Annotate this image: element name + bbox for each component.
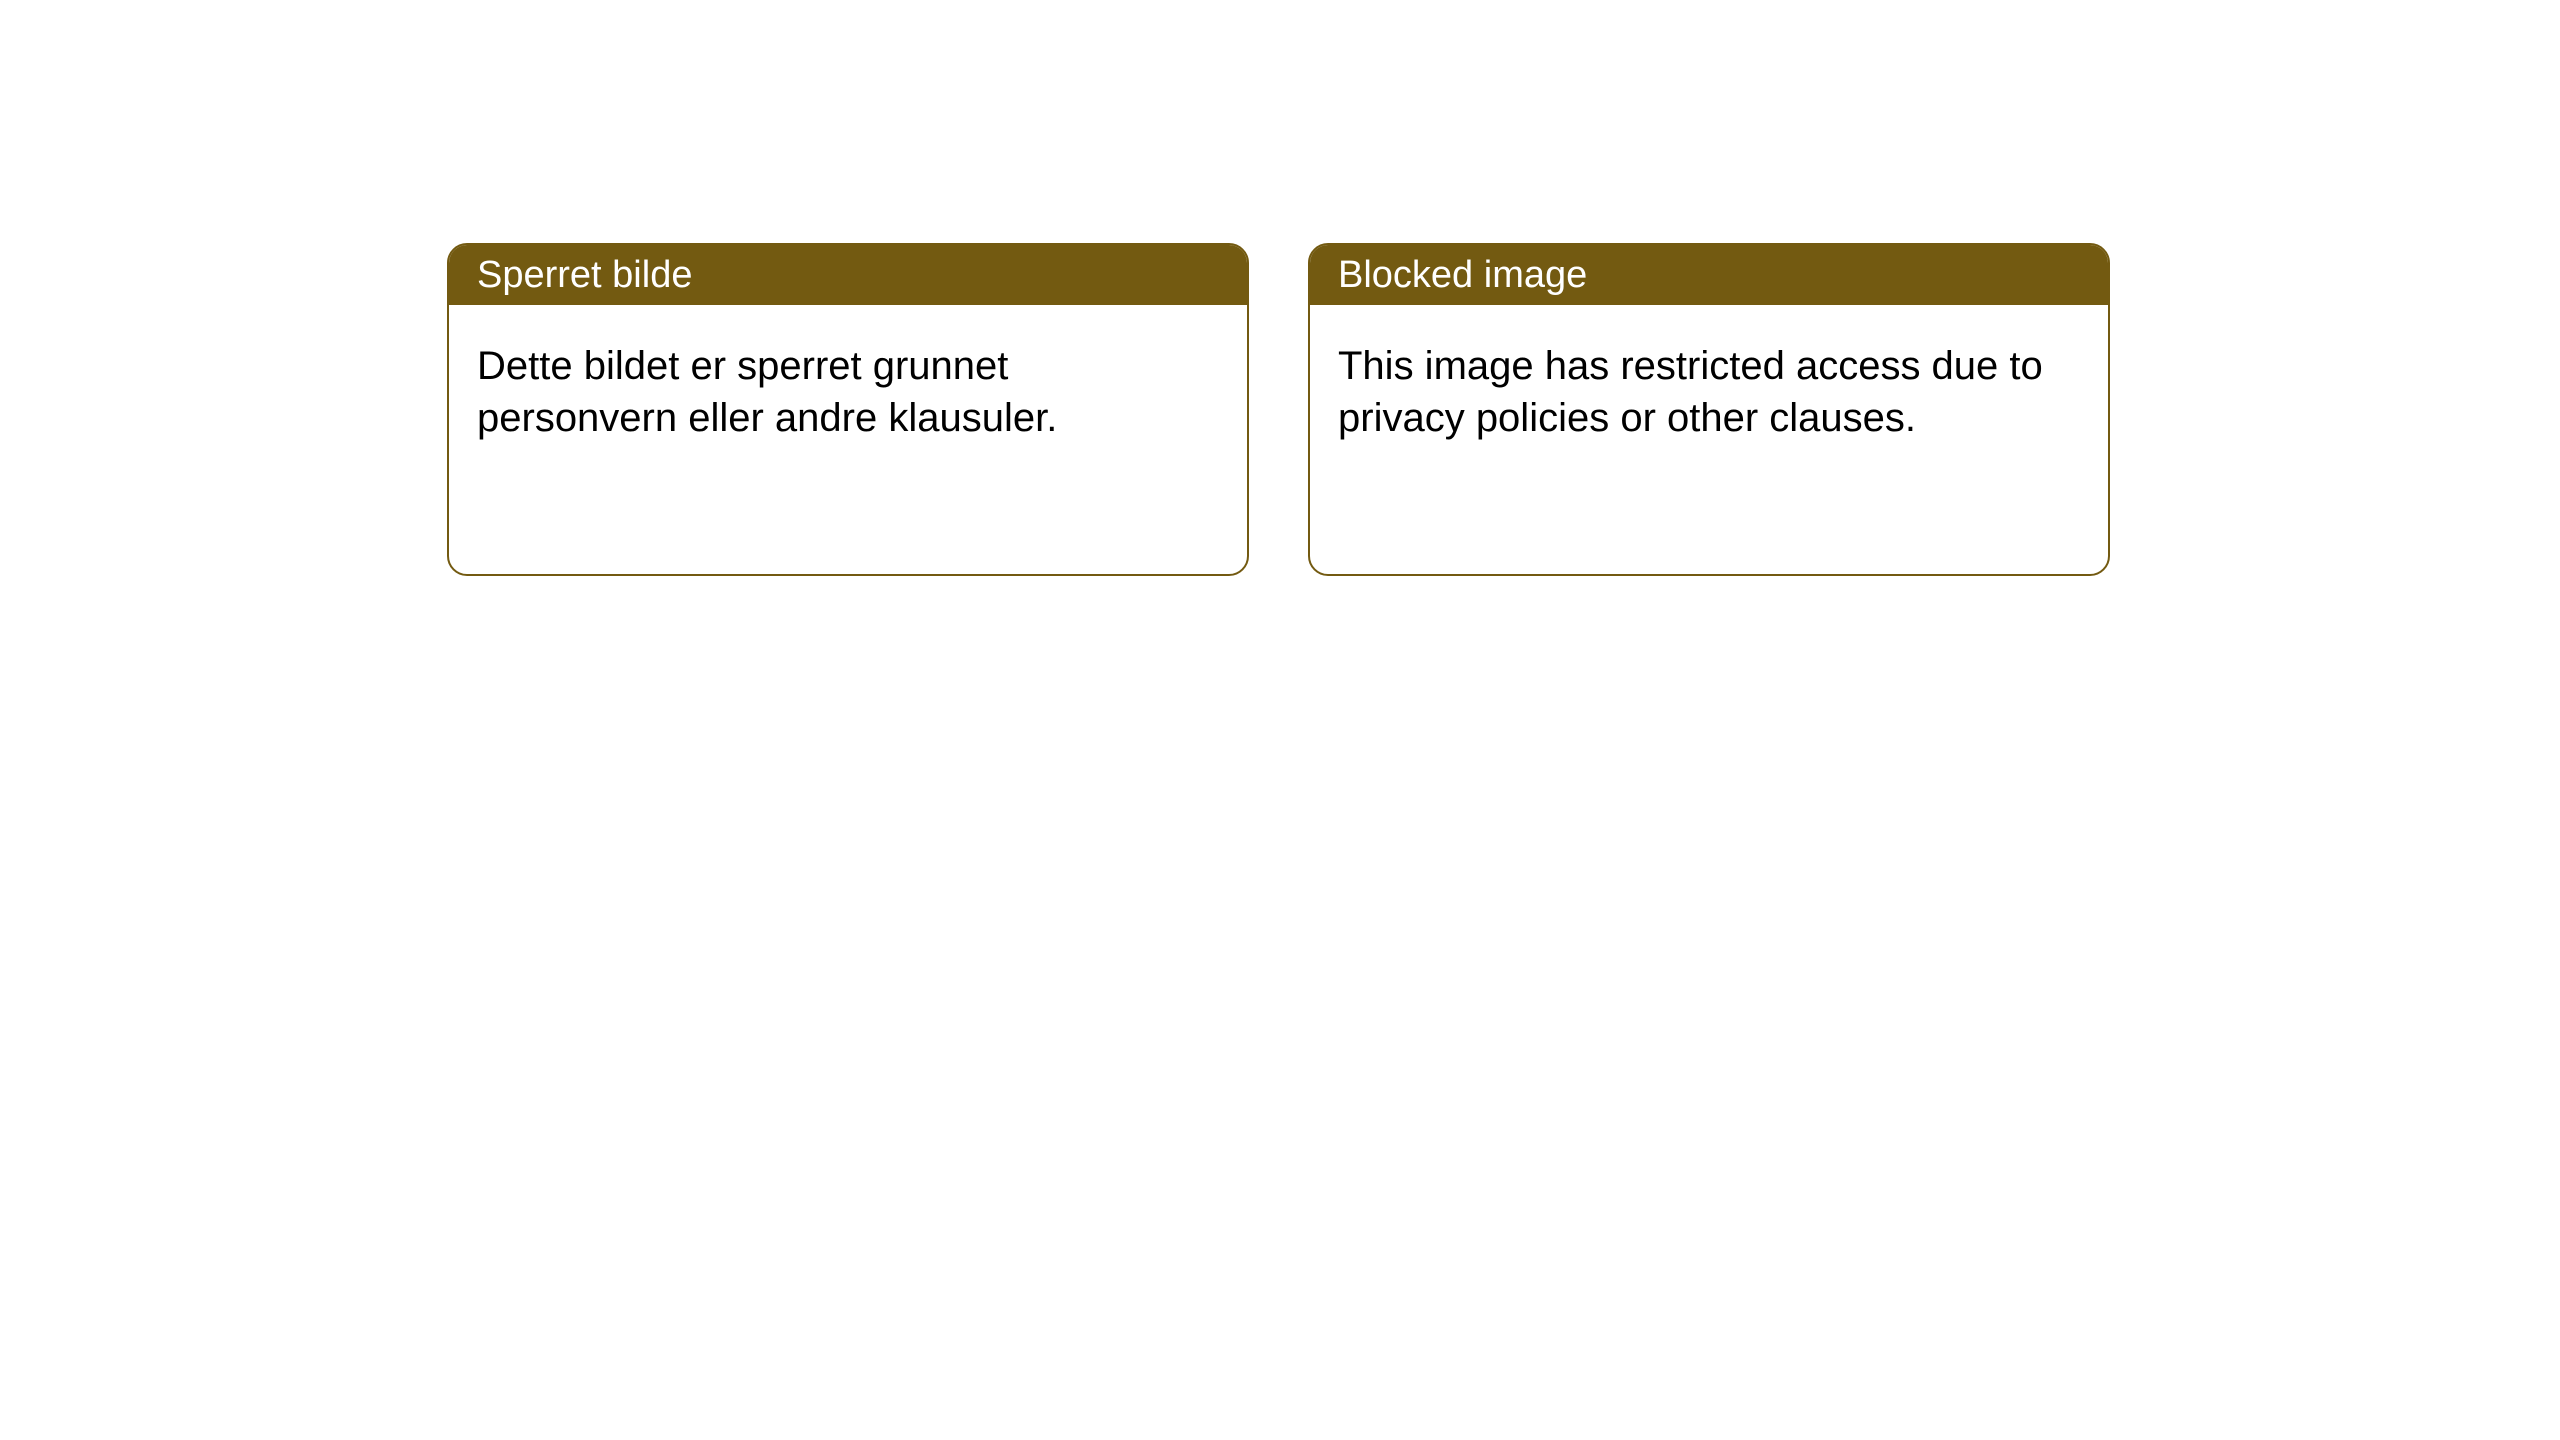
card-header: Sperret bilde: [449, 245, 1247, 305]
card-title: Sperret bilde: [477, 254, 692, 297]
card-title: Blocked image: [1338, 254, 1587, 297]
card-body: Dette bildet er sperret grunnet personve…: [449, 305, 1247, 479]
notice-cards-container: Sperret bilde Dette bildet er sperret gr…: [447, 243, 2110, 576]
notice-card-english: Blocked image This image has restricted …: [1308, 243, 2110, 576]
card-body-text: This image has restricted access due to …: [1338, 344, 2043, 440]
card-body-text: Dette bildet er sperret grunnet personve…: [477, 344, 1057, 440]
notice-card-norwegian: Sperret bilde Dette bildet er sperret gr…: [447, 243, 1249, 576]
card-body: This image has restricted access due to …: [1310, 305, 2108, 479]
card-header: Blocked image: [1310, 245, 2108, 305]
